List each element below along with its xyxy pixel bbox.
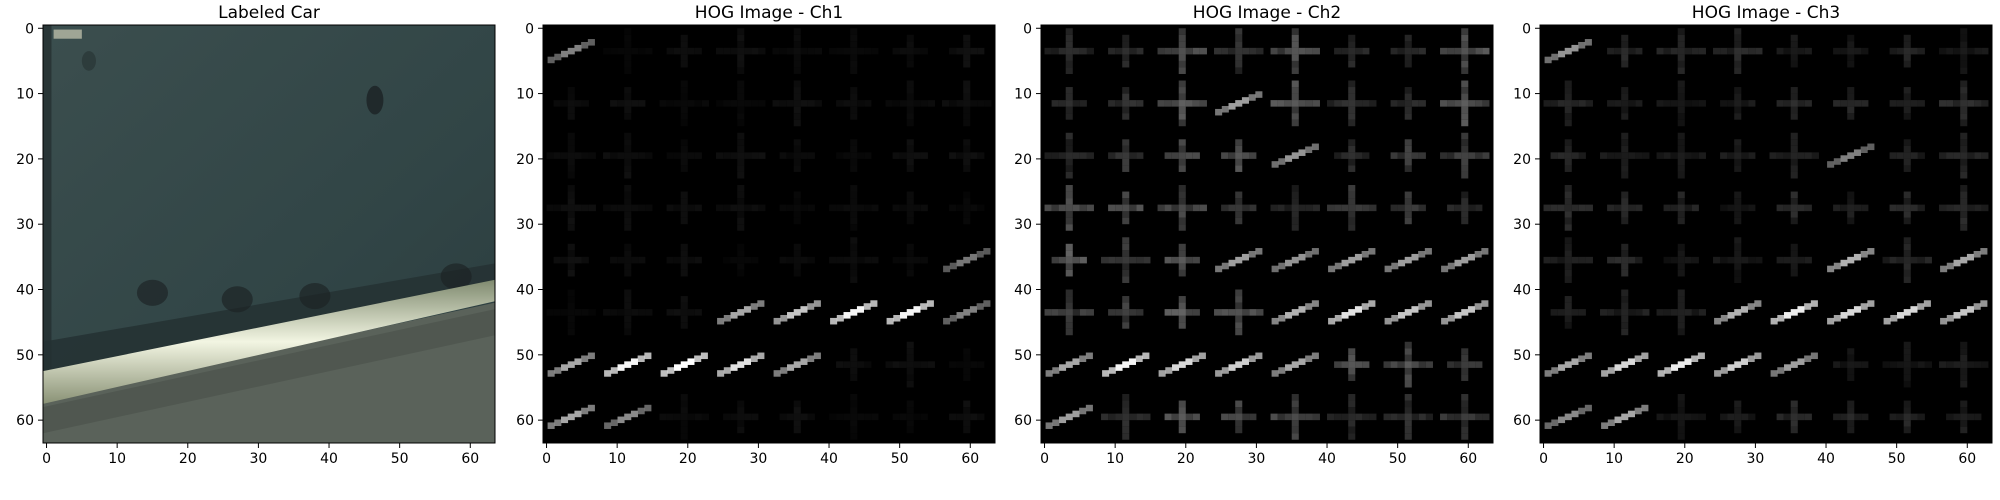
image-1 bbox=[43, 25, 495, 443]
y-tick-label: 50 bbox=[516, 348, 534, 364]
y-tick-label: 0 bbox=[525, 21, 534, 37]
white-stripe bbox=[43, 279, 495, 404]
y-tick-label: 30 bbox=[1014, 217, 1032, 233]
axes-frame bbox=[42, 24, 496, 444]
x-tick-label: 40 bbox=[820, 451, 838, 467]
x-tick-label: 20 bbox=[679, 451, 697, 467]
y-tick-label: 50 bbox=[1014, 348, 1032, 364]
hog-background bbox=[543, 25, 995, 443]
y-tick-label: 10 bbox=[516, 87, 534, 103]
x-tick-label: 30 bbox=[749, 451, 767, 467]
axes-frame bbox=[542, 24, 996, 444]
x-tick-label: 60 bbox=[461, 451, 479, 467]
x-tick-label: 10 bbox=[608, 451, 626, 467]
y-tick-label: 50 bbox=[1513, 348, 1531, 364]
y-tick-label: 40 bbox=[16, 283, 34, 299]
y-tick-label: 20 bbox=[16, 152, 34, 168]
hog-background bbox=[1540, 25, 1992, 443]
x-tick-label: 50 bbox=[391, 451, 409, 467]
axes-frame bbox=[1040, 24, 1494, 444]
y-tick-label: 30 bbox=[516, 217, 534, 233]
x-tick-label: 10 bbox=[108, 451, 126, 467]
image-4 bbox=[1540, 25, 1992, 443]
panel-2: HOG Image - Ch1 0 10 20 30 40 50 60 0 10 20 30 40 50 6… bbox=[516, 3, 996, 467]
panel-3: HOG Image - Ch2 0 10 20 30 40 50 60 0 10 20 30 40 50 6… bbox=[1014, 3, 1494, 467]
x-tick-label: 50 bbox=[1888, 451, 1906, 467]
y-tick-label: 10 bbox=[16, 87, 34, 103]
y-tick-label: 60 bbox=[1513, 413, 1531, 429]
image-2 bbox=[543, 25, 995, 443]
x-tick-label: 20 bbox=[1177, 451, 1195, 467]
x-tick-label: 30 bbox=[1247, 451, 1265, 467]
x-tick-label: 0 bbox=[1040, 451, 1049, 467]
bright-spot bbox=[53, 29, 82, 39]
x-tick-label: 0 bbox=[542, 451, 551, 467]
panel-title: HOG Image - Ch2 bbox=[1193, 3, 1341, 23]
y-tick-label: 30 bbox=[1513, 217, 1531, 233]
image-3 bbox=[1041, 25, 1493, 443]
y-tick-label: 40 bbox=[1513, 283, 1531, 299]
y-tick-label: 40 bbox=[1014, 283, 1032, 299]
x-tick-label: 60 bbox=[1958, 451, 1976, 467]
y-tick-label: 0 bbox=[1023, 21, 1032, 37]
x-tick-label: 0 bbox=[1539, 451, 1548, 467]
panel-title: Labeled Car bbox=[218, 3, 320, 23]
hog-background bbox=[1041, 25, 1493, 443]
y-tick-label: 10 bbox=[1513, 87, 1531, 103]
y-tick-label: 0 bbox=[1522, 21, 1531, 37]
x-tick-label: 40 bbox=[1817, 451, 1835, 467]
x-tick-label: 40 bbox=[320, 451, 338, 467]
y-tick-label: 60 bbox=[1014, 413, 1032, 429]
axes-frame bbox=[1539, 24, 1993, 444]
x-tick-label: 60 bbox=[961, 451, 979, 467]
x-tick-label: 40 bbox=[1318, 451, 1336, 467]
x-tick-label: 0 bbox=[42, 451, 51, 467]
x-tick-label: 20 bbox=[1676, 451, 1694, 467]
y-tick-label: 0 bbox=[25, 21, 34, 37]
y-tick-label: 30 bbox=[16, 217, 34, 233]
y-tick-label: 20 bbox=[1014, 152, 1032, 168]
panel-title: HOG Image - Ch3 bbox=[1692, 3, 1840, 23]
y-tick-label: 60 bbox=[516, 413, 534, 429]
panel-4: HOG Image - Ch3 0 10 20 30 40 50 60 0 10 20 30 40 50 6… bbox=[1513, 3, 1993, 467]
y-tick-label: 20 bbox=[1513, 152, 1531, 168]
x-tick-label: 30 bbox=[1746, 451, 1764, 467]
x-tick-label: 50 bbox=[1389, 451, 1407, 467]
x-tick-label: 10 bbox=[1605, 451, 1623, 467]
panel-title: HOG Image - Ch1 bbox=[695, 3, 843, 23]
x-tick-label: 50 bbox=[891, 451, 909, 467]
y-tick-label: 60 bbox=[16, 413, 34, 429]
y-tick-label: 40 bbox=[516, 283, 534, 299]
y-tick-label: 50 bbox=[16, 348, 34, 364]
y-tick-label: 20 bbox=[516, 152, 534, 168]
x-tick-label: 60 bbox=[1459, 451, 1477, 467]
panel-1: Labeled Car 0 10 20 30 40 50 60 0 10 20 30 40 50 60 bbox=[16, 3, 496, 467]
x-tick-label: 10 bbox=[1106, 451, 1124, 467]
x-tick-label: 30 bbox=[249, 451, 267, 467]
x-tick-label: 20 bbox=[179, 451, 197, 467]
y-tick-label: 10 bbox=[1014, 87, 1032, 103]
